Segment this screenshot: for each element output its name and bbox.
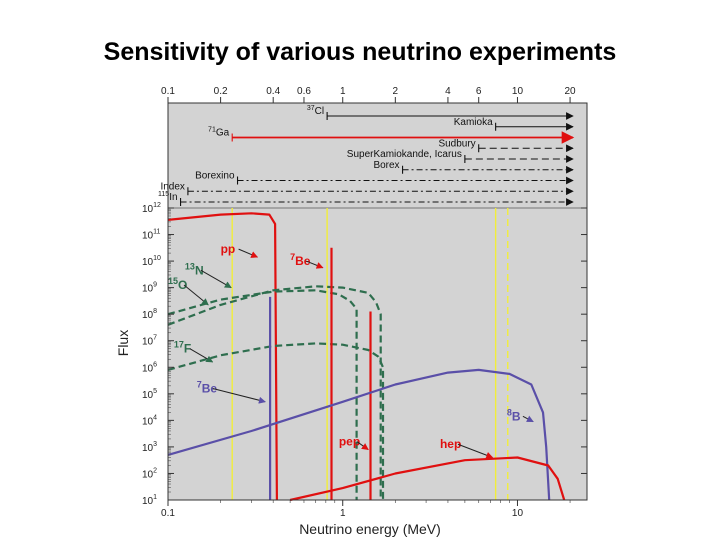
series-label-17f: 17F: [174, 340, 191, 356]
top-tick-label: 6: [476, 86, 482, 97]
experiment-label-71ga: 71Ga: [208, 127, 230, 139]
top-tick-label: 0.4: [266, 86, 280, 97]
series-arrow-7be-0-862-mev-line: [305, 260, 324, 269]
series-label-7be-0-862-mev-line: 7Be: [290, 252, 311, 268]
experiment-label-kamioka: Kamioka: [454, 117, 493, 128]
series-label-8b: 8B: [507, 407, 521, 423]
y-tick-label: 104: [142, 414, 157, 427]
series-label-7be-0-384-mev-line: 7Be: [197, 379, 218, 395]
top-tick-label: 2: [393, 86, 399, 97]
series-arrow-hep: [457, 443, 494, 459]
top-tick-label: 0.2: [214, 86, 228, 97]
top-tick-label: 1: [340, 86, 346, 97]
experiment-label-borexino: Borexino: [195, 171, 235, 182]
y-tick-label: 103: [142, 441, 157, 454]
top-tick-label: 4: [445, 86, 451, 97]
experiment-label-borex: Borex: [373, 160, 399, 171]
series-label-pep-1-442-mev-line: pep: [339, 435, 360, 449]
y-tick-label: 1011: [142, 229, 160, 242]
slide-title: Sensitivity of various neutrino experime…: [103, 38, 617, 66]
series-17f: [167, 342, 385, 500]
series-label-13n: 13N: [185, 261, 204, 277]
y-tick-label: 1010: [142, 255, 161, 268]
experiment-label-sudbury: Sudbury: [438, 138, 475, 149]
y-tick-label: 109: [142, 282, 157, 295]
plot-frame: [167, 102, 588, 501]
series-8b: [167, 368, 551, 501]
series-arrow-pp: [238, 248, 259, 258]
top-tick-label: 10: [512, 86, 524, 97]
experiment-label-superkamiokande-icarus: SuperKamiokande, Icarus: [347, 149, 462, 160]
y-tick-label: 108: [142, 308, 157, 321]
series-arrow-15o: [183, 284, 209, 306]
experiment-label-37cl: 37Cl: [307, 105, 324, 117]
series-label-15o: 15O: [168, 276, 187, 292]
y-tick-label: 102: [142, 467, 157, 480]
y-tick-label: 1012: [142, 202, 161, 215]
series-15o: [167, 285, 382, 500]
x-axis-label: Neutrino energy (MeV): [299, 521, 441, 537]
bottom-tick-label: 10: [512, 508, 524, 519]
bottom-tick-label: 0.1: [161, 508, 175, 519]
series-arrow-pep-1-442-mev-line: [356, 441, 369, 450]
series-hep: [289, 456, 566, 502]
bottom-tick-label: 1: [340, 508, 346, 519]
top-tick-label: 0.6: [297, 86, 311, 97]
experiment-label-115in: 115In: [158, 191, 178, 203]
series-arrow-7be-0-384-mev-line: [212, 388, 266, 404]
y-axis-label: Flux: [115, 330, 131, 356]
y-tick-label: 107: [142, 335, 157, 348]
top-tick-label: 0.1: [161, 86, 175, 97]
series-arrow-17f: [189, 348, 214, 363]
y-tick-label: 106: [142, 361, 157, 374]
series-pp: [167, 212, 278, 501]
y-tick-label: 101: [142, 494, 157, 507]
y-tick-label: 105: [142, 388, 157, 401]
series-label-hep: hep: [440, 437, 461, 451]
experiment-label-index: Index: [160, 181, 184, 192]
series-arrow-13n: [200, 269, 232, 289]
series-label-pp: pp: [221, 242, 236, 256]
series-arrow-8b: [522, 415, 534, 423]
top-tick-label: 20: [565, 86, 577, 97]
